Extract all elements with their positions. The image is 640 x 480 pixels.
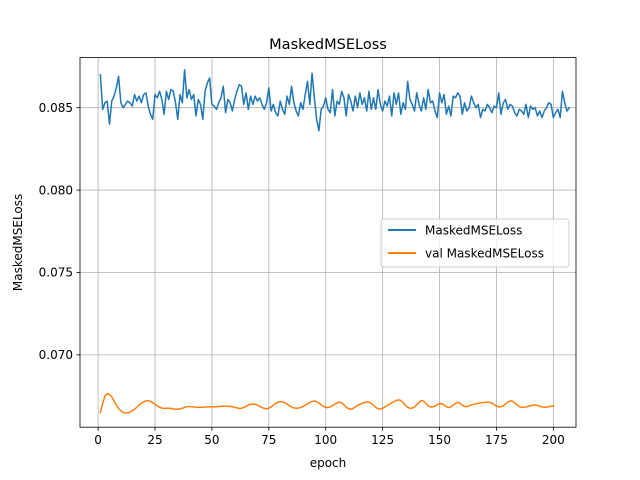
- series-line-train: [99, 69, 571, 132]
- legend: MaskedMSELoss val MaskedMSELoss: [380, 218, 570, 268]
- x-axis-title: epoch: [310, 456, 347, 470]
- plot-frame: [79, 57, 577, 428]
- legend-label-val: val MaskedMSELoss: [425, 247, 544, 261]
- y-tick-label: 0.070: [39, 348, 73, 362]
- x-tick-label: 175: [485, 433, 508, 447]
- y-axis-title: MaskedMSELoss: [11, 194, 25, 291]
- y-tick-label: 0.080: [39, 183, 73, 197]
- series-lines: [99, 69, 571, 414]
- grid-lines: [80, 57, 576, 428]
- x-tick-label: 100: [314, 433, 337, 447]
- y-tick-label: 0.085: [39, 101, 73, 115]
- x-tick-label: 0: [94, 433, 102, 447]
- x-tick-label: 50: [204, 433, 219, 447]
- axis-ticks: 0 25 50 75 100 125 150 175 200 0.070 0.075 0.080 0.0…: [39, 101, 565, 447]
- chart-title: MaskedMSELoss: [269, 37, 387, 53]
- series-line-val: [99, 392, 555, 414]
- x-tick-label: 25: [147, 433, 162, 447]
- x-tick-label: 150: [428, 433, 451, 447]
- x-tick-label: 125: [371, 433, 394, 447]
- legend-label-train: MaskedMSELoss: [425, 224, 522, 238]
- legend-box: [380, 218, 570, 268]
- x-tick-label: 200: [542, 433, 565, 447]
- x-tick-label: 75: [261, 433, 276, 447]
- y-tick-label: 0.075: [39, 266, 73, 280]
